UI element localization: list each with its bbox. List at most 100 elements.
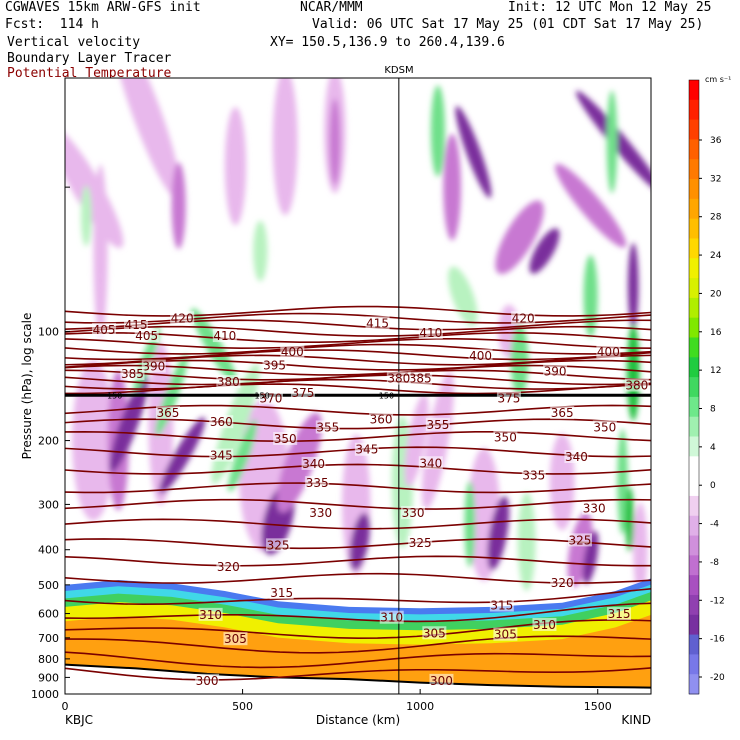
- valid-time: Valid: 06 UTC Sat 17 May 25 (01 CDT Sat …: [312, 17, 704, 32]
- w-feature: [555, 163, 627, 248]
- theta-label-bg: [489, 598, 514, 612]
- theta-label-bg: [596, 345, 621, 359]
- theta-label-text: 365: [157, 406, 180, 420]
- colorbar-tick-label: 12: [710, 366, 721, 376]
- theta-label-bg: [468, 349, 493, 363]
- y-tick-label: 300: [38, 498, 59, 511]
- theta-label: 420: [170, 311, 195, 325]
- theta-label-text: 300: [196, 674, 219, 688]
- tropopause-label: 150: [379, 391, 394, 400]
- theta-label: 345: [354, 442, 379, 457]
- theta-label: 380: [216, 375, 241, 389]
- y-tick-label: 200: [38, 435, 59, 448]
- theta-label-bg: [301, 456, 326, 470]
- theta-label-text: 315: [270, 586, 293, 600]
- theta-label-text: 340: [302, 457, 325, 471]
- w-feature: [171, 162, 186, 249]
- theta-label: 325: [266, 538, 291, 552]
- w-feature: [627, 242, 639, 330]
- colorbar-tick-label: 0: [710, 481, 716, 491]
- left-endpoint-label: KBJC: [65, 713, 93, 727]
- theta-contour: [65, 337, 651, 349]
- theta-label: 400: [468, 349, 493, 363]
- theta-contour: [65, 343, 651, 355]
- theta-label-bg: [496, 391, 521, 405]
- theta-label-text: 325: [267, 538, 290, 552]
- colorbar-swatch: [689, 476, 699, 497]
- colorbar-swatch: [689, 278, 699, 299]
- theta-contour: [65, 430, 651, 443]
- theta-label-bg: [141, 359, 166, 373]
- colorbar-unit: cm s⁻¹: [705, 75, 731, 84]
- w-feature: [517, 492, 536, 591]
- right-endpoint-label: KIND: [621, 713, 651, 727]
- theta-label-bg: [258, 391, 283, 405]
- theta-label-bg: [305, 476, 330, 490]
- colorbar-swatch: [689, 436, 699, 457]
- w-feature: [109, 375, 149, 473]
- theta-label-bg: [624, 378, 649, 392]
- theta-label-text: 420: [171, 311, 194, 325]
- theta-label-bg: [493, 627, 518, 641]
- theta-label-text: 300: [430, 674, 453, 688]
- theta-label: 400: [596, 345, 621, 359]
- theta-label: 320: [216, 559, 241, 574]
- forecast-hour: Fcst: 114 h: [5, 17, 99, 32]
- theta-contour: [65, 305, 651, 317]
- theta-label: 390: [543, 364, 568, 379]
- colorbar-swatch: [689, 515, 699, 537]
- theta-contour: [65, 374, 651, 386]
- theta-label-text: 350: [274, 432, 297, 446]
- theta-label-bg: [209, 448, 234, 462]
- theta-label: 390: [141, 359, 166, 374]
- field-potential-temperature: Potential Temperature: [7, 66, 172, 81]
- w-feature: [224, 107, 247, 226]
- theta-label-bg: [92, 322, 117, 336]
- theta-label-text: 365: [551, 406, 574, 420]
- theta-contour: [65, 635, 651, 654]
- theta-contour: [65, 319, 651, 331]
- w-feature: [253, 220, 268, 282]
- theta-label-text: 320: [217, 560, 240, 574]
- theta-label-bg: [155, 406, 180, 420]
- theta-label: 395: [262, 358, 287, 372]
- colorbar-swatch: [689, 198, 699, 220]
- colorbar-swatch: [689, 594, 699, 616]
- theta-label: 385: [408, 371, 433, 386]
- theta-label: 320: [550, 575, 575, 590]
- theta-label-bg: [408, 535, 433, 549]
- theta-contour: [65, 518, 651, 530]
- w-feature: [329, 98, 341, 186]
- theta-label-text: 385: [121, 367, 144, 381]
- w-feature: [495, 200, 544, 275]
- theta-label-bg: [592, 420, 617, 434]
- theta-label-bg: [262, 358, 287, 372]
- theta-label-text: 350: [593, 420, 616, 434]
- theta-label-text: 400: [597, 345, 620, 359]
- colorbar-tick-label: -8: [710, 558, 719, 568]
- y-tick-label: 400: [38, 544, 59, 557]
- colorbar-swatch: [689, 456, 699, 477]
- w-feature: [583, 255, 598, 338]
- plot-frame: [64, 77, 652, 695]
- theta-contour: [65, 651, 651, 669]
- theta-label: 315: [489, 598, 514, 612]
- theta-label-bg: [269, 586, 294, 600]
- theta-label: 315: [269, 586, 294, 600]
- theta-label: 350: [592, 420, 617, 434]
- theta-label: 325: [408, 535, 433, 550]
- midpoint-label: KDSM: [384, 65, 413, 76]
- w-feature: [625, 487, 634, 552]
- theta-label-text: 315: [490, 598, 513, 612]
- colorbar-tick-label: -16: [710, 635, 725, 645]
- colorbar-swatch: [689, 139, 699, 160]
- w-feature: [455, 106, 492, 198]
- theta-label: 345: [209, 448, 234, 463]
- theta-label: 365: [155, 406, 180, 420]
- xy-range: XY= 150.5,136.9 to 260.4,139.6: [270, 35, 505, 50]
- colorbar-swatch: [689, 119, 699, 140]
- theta-label-bg: [124, 317, 149, 331]
- w-feature: [633, 502, 648, 598]
- colorbar-swatch: [689, 535, 699, 556]
- theta-label-bg: [521, 468, 546, 482]
